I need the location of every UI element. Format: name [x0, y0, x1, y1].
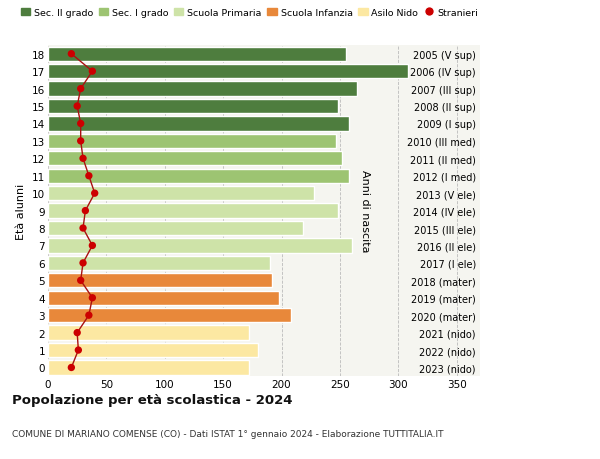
Bar — [48, 169, 349, 184]
Bar — [48, 65, 407, 79]
Y-axis label: Età alunni: Età alunni — [16, 183, 26, 239]
Point — [84, 173, 94, 180]
Point — [78, 225, 88, 232]
Point — [78, 155, 88, 162]
Point — [78, 260, 88, 267]
Bar — [48, 82, 358, 96]
Point — [67, 51, 76, 58]
Bar — [48, 291, 279, 305]
Point — [88, 294, 97, 302]
Point — [73, 103, 82, 111]
Bar — [48, 100, 338, 114]
Point — [88, 242, 97, 250]
Point — [74, 347, 83, 354]
Point — [76, 86, 85, 93]
Point — [88, 68, 97, 76]
Bar — [48, 326, 249, 340]
Point — [76, 277, 85, 285]
Bar — [48, 343, 258, 358]
Bar — [48, 256, 270, 270]
Bar — [48, 152, 342, 166]
Point — [76, 138, 85, 145]
Point — [80, 207, 90, 215]
Bar — [48, 204, 338, 218]
Bar — [48, 47, 346, 62]
Bar — [48, 239, 352, 253]
Y-axis label: Anni di nascita: Anni di nascita — [361, 170, 370, 252]
Point — [67, 364, 76, 371]
Text: Popolazione per età scolastica - 2024: Popolazione per età scolastica - 2024 — [12, 393, 293, 406]
Text: COMUNE DI MARIANO COMENSE (CO) - Dati ISTAT 1° gennaio 2024 - Elaborazione TUTTI: COMUNE DI MARIANO COMENSE (CO) - Dati IS… — [12, 429, 443, 438]
Point — [73, 329, 82, 336]
Legend: Sec. II grado, Sec. I grado, Scuola Primaria, Scuola Infanzia, Asilo Nido, Stran: Sec. II grado, Sec. I grado, Scuola Prim… — [17, 5, 482, 21]
Bar — [48, 361, 249, 375]
Bar — [48, 117, 349, 131]
Bar — [48, 308, 291, 323]
Point — [84, 312, 94, 319]
Point — [90, 190, 100, 197]
Bar — [48, 134, 337, 149]
Bar — [48, 274, 272, 288]
Bar — [48, 221, 302, 235]
Point — [76, 121, 85, 128]
Bar — [48, 187, 314, 201]
